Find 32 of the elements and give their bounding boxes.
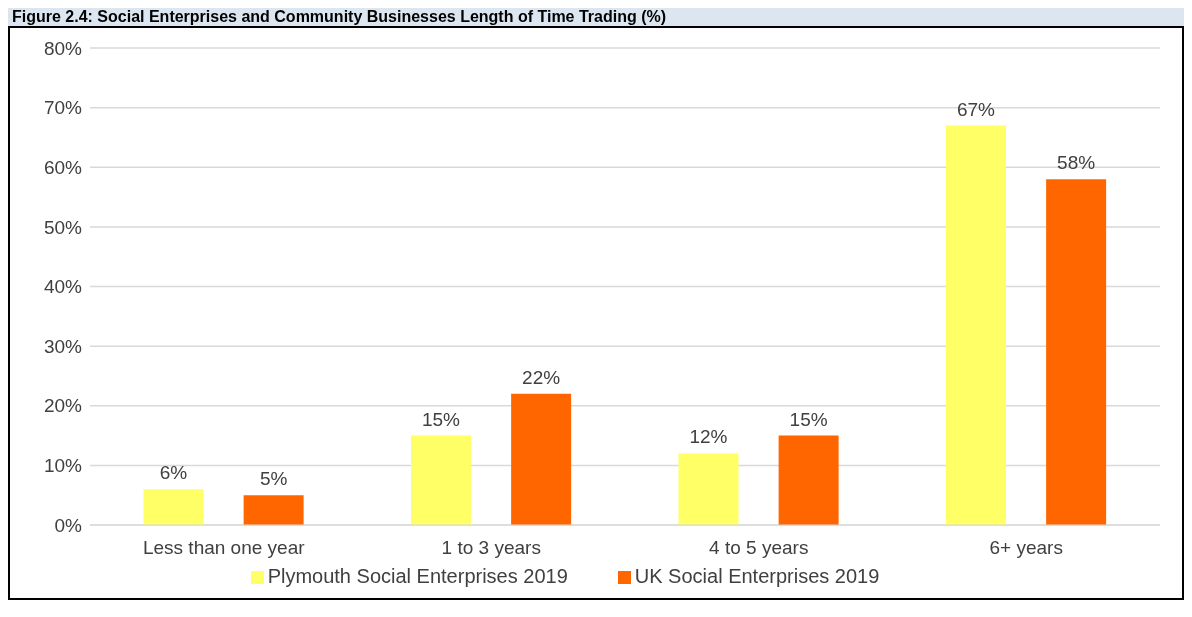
bar <box>678 453 739 525</box>
chart-title: Figure 2.4: Social Enterprises and Community Businesses Length of Time Trading (%) <box>8 8 1184 26</box>
y-tick-label: 70% <box>43 97 83 119</box>
data-label: 15% <box>421 408 461 430</box>
y-tick-label: 10% <box>43 455 83 477</box>
bar <box>143 489 204 525</box>
data-label: 58% <box>1057 152 1096 174</box>
y-tick-label: 20% <box>43 395 83 417</box>
y-tick-label: 0% <box>54 514 83 536</box>
data-label: 5% <box>259 468 288 490</box>
x-tick-label: 1 to 3 years <box>441 537 541 559</box>
legend-label: UK Social Enterprises 2019 <box>634 565 880 587</box>
bar <box>511 393 572 525</box>
bar <box>1046 179 1107 525</box>
y-tick-label: 40% <box>43 276 83 298</box>
y-tick-label: 60% <box>43 156 83 178</box>
x-tick-label: 6+ years <box>989 537 1063 559</box>
y-tick-label: 30% <box>43 335 83 357</box>
data-label: 6% <box>159 462 188 484</box>
y-tick-label: 80% <box>43 37 83 59</box>
data-label: 67% <box>956 98 996 120</box>
bar <box>243 495 304 525</box>
data-label: 15% <box>789 408 828 430</box>
bar <box>411 435 471 525</box>
bar <box>778 435 839 525</box>
legend-label: Plymouth Social Enterprises 2019 <box>267 565 568 587</box>
data-label: 22% <box>522 366 561 388</box>
bar <box>946 125 1006 525</box>
x-tick-label: Less than one year <box>142 537 306 559</box>
y-tick-label: 50% <box>43 216 83 238</box>
x-tick-label: 4 to 5 years <box>709 537 809 559</box>
data-label: 12% <box>689 426 728 448</box>
